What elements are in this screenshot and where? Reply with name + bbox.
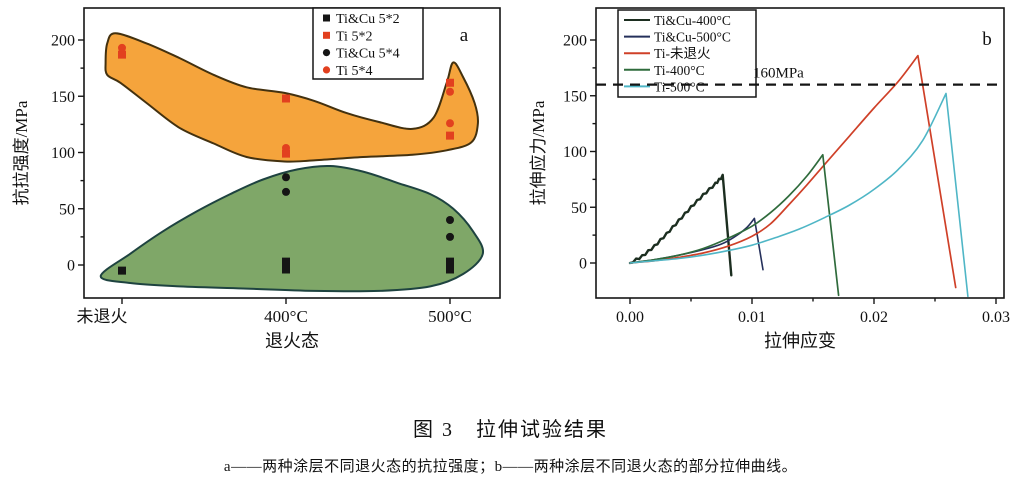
scatter-point-circle [446,232,454,241]
threshold-label: 160MPa [753,66,804,82]
scatter-point-square [446,257,454,266]
scatter-point-circle [282,187,290,196]
x-axis-title: 拉伸应变 [764,331,836,351]
figure-caption-title: 图 3 拉伸试验结果 [413,419,608,441]
y-tick-label: 200 [51,33,75,50]
x-tick-label: 0.02 [860,309,888,326]
panel-a-strength-plot: 未退火 400°C 500°C 0 50 100 150 200 退火态 抗拉强度/MPa Ti&C… [12,7,501,351]
legend-label: Ti-未退火 [654,46,711,61]
y-tick-label: 50 [571,200,587,217]
series-curve [629,92,969,298]
series-curve [629,153,840,297]
scatter-point-circle [446,216,454,224]
y-tick-label: 50 [59,201,75,218]
scatter-point-square [282,265,290,274]
y-tick-label: 200 [563,33,587,50]
y-tick-label: 0 [67,258,75,275]
scatter-point-square [282,94,290,103]
legend-box [312,7,424,80]
panel-b-label: b [982,29,992,50]
high-strength-region [104,32,480,163]
legend-label: Ti-500°C [654,79,705,94]
y-axis-title: 抗拉强度/MPa [12,100,31,205]
axis-frame [595,7,1005,299]
legend-label: Ti 5*4 [336,64,372,79]
y-tick-label: 100 [51,145,75,162]
scatter-series [118,50,454,158]
y-tick-label: 150 [51,89,75,106]
legend-label: Ti 5*2 [336,29,372,44]
x-tick-label: 0.00 [616,309,644,326]
y-tick-label: 150 [563,88,587,105]
legend-label: Ti&Cu-400°C [654,13,731,28]
legend-marker-square [323,31,330,39]
panel-b-stress-strain-plot: Ti&Cu-400°C Ti&Cu-500°CTi-未退火 Ti-400°CTi-5… [529,7,1010,351]
scatter-point-square [282,149,290,158]
x-tick-label: 400°C [264,307,308,326]
panel-b-legend: Ti&Cu-400°C Ti&Cu-500°CTi-未退火 Ti-400°CTi-5… [617,9,757,98]
scatter-point-circle [118,43,126,52]
scatter-point-circle [282,173,290,182]
scatter-point-square [118,266,126,275]
scatter-point-square [446,78,454,87]
scatter-point-circle [446,119,454,128]
legend-label: Ti&Cu-500°C [654,30,731,45]
scatter-point-circle [446,87,454,96]
scatter-point-square [118,50,126,59]
scatter-point-circle [282,144,290,152]
y-axis-title: 拉伸应力/MPa [529,100,548,205]
low-strength-region [99,164,485,293]
scatter-point-square [282,257,290,266]
legend-marker-circle [322,66,331,74]
figure-caption-note: a——两种涂层不同退火态的抗拉强度；b——两种涂层不同退火态的部分拉伸曲线。 [223,459,798,475]
legend-marker-circle [322,49,331,57]
scatter-point-square [446,131,454,140]
legend-label: Ti&Cu 5*2 [336,12,400,27]
x-tick-label: 未退火 [77,307,128,326]
scatter-series [118,43,454,152]
panel-a-legend: Ti&Cu 5*2 Ti 5*2 Ti&Cu 5*4 Ti 5*4 [312,7,424,80]
x-tick-label: 0.01 [738,309,766,326]
legend-label: Ti&Cu 5*4 [336,47,400,62]
x-tick-label: 500°C [428,307,472,326]
scatter-point-square [446,265,454,274]
scatter-series [282,173,454,241]
y-tick-label: 0 [579,256,587,273]
x-tick-label: 0.03 [982,309,1010,326]
y-tick-label: 100 [563,144,587,161]
series-curve [628,173,733,277]
legend-marker-square [323,14,330,22]
legend-label: Ti-400°C [654,63,705,78]
tensile-test-results-figure: 未退火 400°C 500°C 0 50 100 150 200 退火态 抗拉强度/MPa Ti&C… [12,7,1010,351]
series-curve [629,54,957,289]
scatter-series [118,257,454,275]
x-axis-title: 退火态 [265,331,319,351]
panel-a-label: a [460,25,469,46]
